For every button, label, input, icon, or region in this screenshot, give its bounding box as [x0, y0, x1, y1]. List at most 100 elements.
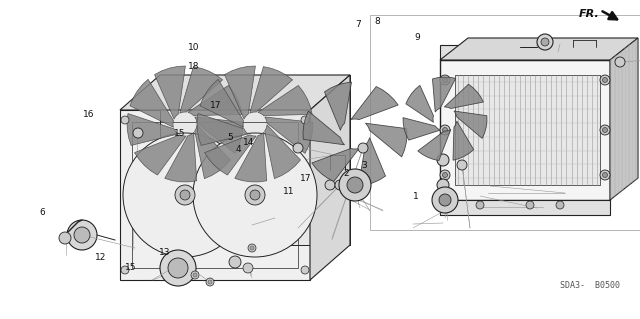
- Circle shape: [250, 190, 260, 200]
- Polygon shape: [195, 117, 243, 153]
- Circle shape: [600, 170, 610, 180]
- Circle shape: [439, 194, 451, 206]
- Circle shape: [243, 263, 253, 273]
- Circle shape: [556, 201, 564, 209]
- Polygon shape: [120, 110, 310, 280]
- Polygon shape: [324, 82, 351, 130]
- Polygon shape: [610, 38, 638, 200]
- Circle shape: [537, 34, 553, 50]
- Polygon shape: [164, 132, 196, 182]
- Circle shape: [347, 177, 363, 193]
- Polygon shape: [127, 114, 179, 145]
- Polygon shape: [195, 125, 230, 179]
- Circle shape: [339, 169, 371, 201]
- Circle shape: [476, 201, 484, 209]
- Circle shape: [442, 128, 447, 132]
- Polygon shape: [454, 111, 487, 138]
- Polygon shape: [120, 75, 350, 110]
- Text: 13: 13: [159, 248, 170, 256]
- Polygon shape: [303, 111, 344, 145]
- Circle shape: [442, 78, 447, 83]
- Circle shape: [437, 179, 449, 191]
- Polygon shape: [180, 67, 223, 113]
- Circle shape: [440, 75, 450, 85]
- Polygon shape: [444, 84, 483, 108]
- Polygon shape: [440, 60, 610, 200]
- Circle shape: [335, 180, 345, 190]
- Polygon shape: [265, 125, 301, 179]
- Polygon shape: [205, 135, 256, 175]
- Polygon shape: [455, 75, 600, 185]
- Circle shape: [602, 173, 607, 177]
- Circle shape: [245, 185, 265, 205]
- Text: 14: 14: [243, 138, 255, 147]
- Circle shape: [208, 280, 212, 284]
- Polygon shape: [365, 123, 407, 157]
- Polygon shape: [188, 85, 242, 116]
- Circle shape: [121, 266, 129, 274]
- Circle shape: [59, 232, 71, 244]
- Polygon shape: [440, 38, 638, 60]
- Text: 2: 2: [344, 169, 349, 178]
- Polygon shape: [154, 66, 186, 119]
- Text: 3: 3: [362, 161, 367, 170]
- Polygon shape: [225, 66, 255, 119]
- Circle shape: [67, 220, 97, 250]
- Polygon shape: [351, 86, 398, 120]
- Text: 4: 4: [236, 145, 241, 154]
- Polygon shape: [265, 117, 313, 153]
- Polygon shape: [200, 79, 243, 127]
- Polygon shape: [310, 75, 350, 280]
- Polygon shape: [235, 132, 267, 182]
- Circle shape: [193, 133, 317, 257]
- Circle shape: [602, 78, 607, 83]
- Polygon shape: [130, 79, 173, 127]
- Text: 1: 1: [413, 192, 419, 201]
- Text: 15: 15: [125, 263, 136, 272]
- Circle shape: [123, 133, 247, 257]
- Circle shape: [325, 180, 335, 190]
- Circle shape: [541, 38, 549, 46]
- Circle shape: [615, 57, 625, 67]
- Circle shape: [457, 160, 467, 170]
- Text: 16: 16: [83, 110, 95, 119]
- Polygon shape: [406, 85, 433, 122]
- Circle shape: [74, 227, 90, 243]
- Polygon shape: [403, 118, 440, 140]
- Text: FR.: FR.: [579, 9, 600, 19]
- Circle shape: [358, 143, 368, 153]
- Polygon shape: [312, 148, 359, 182]
- Circle shape: [248, 244, 256, 252]
- Text: 8: 8: [374, 17, 380, 26]
- Circle shape: [600, 125, 610, 135]
- Circle shape: [168, 258, 188, 278]
- Circle shape: [442, 173, 447, 177]
- Circle shape: [301, 116, 309, 124]
- Polygon shape: [453, 121, 474, 160]
- Text: 7: 7: [355, 20, 361, 29]
- Polygon shape: [197, 114, 248, 145]
- Text: 15: 15: [174, 129, 186, 138]
- Circle shape: [602, 128, 607, 132]
- Polygon shape: [160, 75, 350, 245]
- Polygon shape: [440, 45, 610, 60]
- Text: 6: 6: [40, 208, 45, 217]
- Circle shape: [206, 278, 214, 286]
- Circle shape: [160, 250, 196, 286]
- Text: 9: 9: [415, 33, 420, 42]
- Circle shape: [229, 256, 241, 268]
- Text: 12: 12: [95, 253, 106, 262]
- Circle shape: [175, 185, 195, 205]
- Text: 18: 18: [188, 63, 199, 71]
- Circle shape: [600, 75, 610, 85]
- Polygon shape: [250, 67, 292, 113]
- Text: SDA3-  B0500: SDA3- B0500: [560, 280, 620, 290]
- Circle shape: [193, 273, 197, 277]
- Polygon shape: [258, 85, 312, 116]
- Text: 17: 17: [300, 174, 311, 182]
- Circle shape: [180, 190, 190, 200]
- Text: 10: 10: [188, 43, 199, 52]
- Circle shape: [301, 266, 309, 274]
- Circle shape: [191, 271, 199, 279]
- Text: 17: 17: [210, 101, 221, 110]
